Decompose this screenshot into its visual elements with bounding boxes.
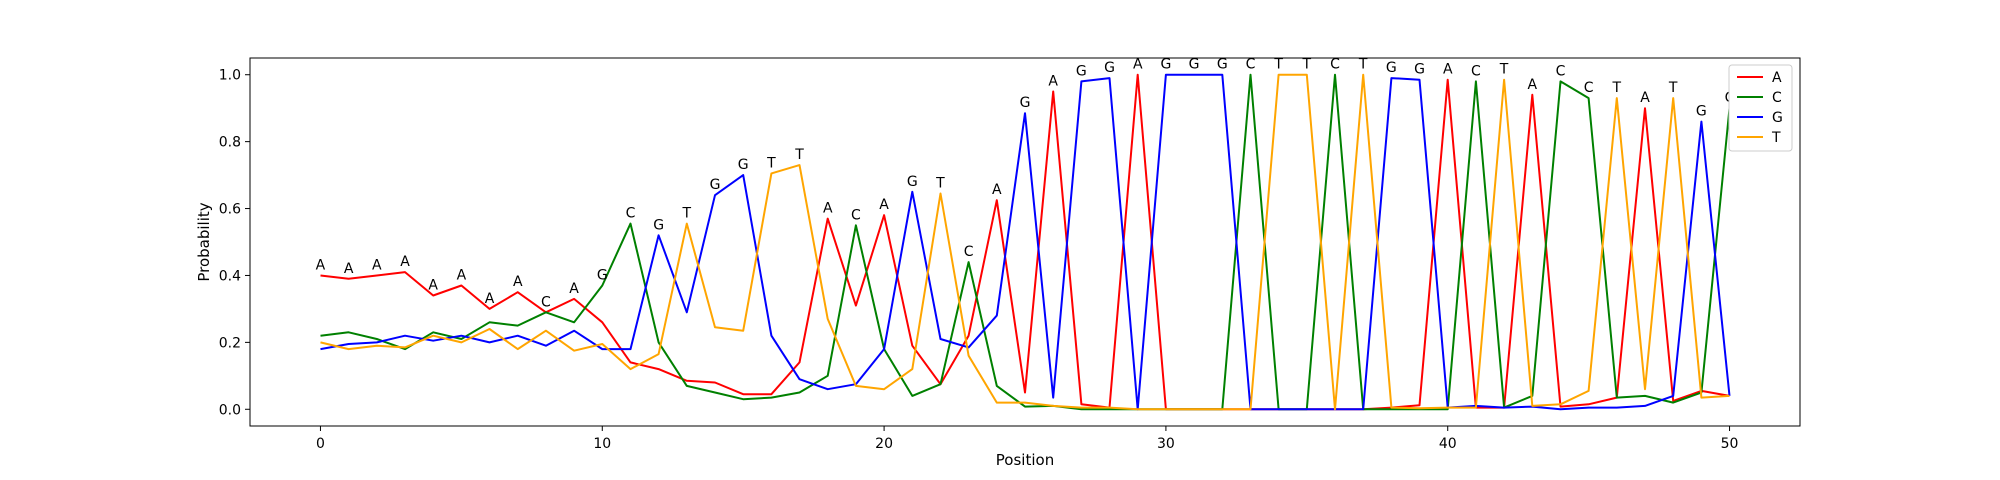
point-label: G [1217, 57, 1228, 73]
y-tick-label: 0.0 [219, 402, 241, 418]
point-label: A [879, 197, 889, 213]
point-label: A [823, 201, 833, 217]
x-tick-label: 30 [1157, 436, 1175, 452]
point-label: T [1358, 57, 1368, 73]
y-tick-label: 1.0 [219, 68, 241, 84]
point-label: G [653, 217, 664, 233]
point-label: A [1133, 57, 1143, 73]
point-label: G [1696, 104, 1707, 120]
point-label: A [513, 274, 523, 290]
series-line-G [320, 73, 1731, 411]
point-label: T [1612, 80, 1622, 96]
x-tick-label: 10 [593, 436, 611, 452]
x-tick-label: 50 [1721, 436, 1739, 452]
point-label: A [457, 267, 467, 283]
legend-label-G: G [1772, 110, 1783, 126]
point-label: A [1527, 77, 1537, 93]
point-label: A [316, 257, 326, 273]
point-label: A [992, 182, 1002, 198]
point-label: C [1246, 57, 1256, 73]
point-label: G [597, 267, 608, 283]
point-label: T [682, 206, 692, 222]
point-label: A [1640, 90, 1650, 106]
point-label: A [485, 291, 495, 307]
point-label: C [964, 244, 974, 260]
plot-frame [249, 57, 1801, 427]
x-tick-label: 20 [875, 436, 893, 452]
point-label: G [1189, 57, 1200, 73]
point-label: A [569, 281, 579, 297]
point-label: T [766, 155, 776, 171]
y-axis: 0.0 0.2 0.4 0.6 0.8 1.0 [219, 68, 250, 418]
point-label: G [710, 177, 721, 193]
point-label: T [935, 175, 945, 191]
point-label: C [1584, 80, 1594, 96]
y-tick-label: 0.8 [219, 135, 241, 151]
legend-label-T: T [1771, 130, 1781, 146]
point-label: C [1330, 57, 1340, 73]
legend-box [1728, 64, 1793, 152]
point-label: G [1020, 95, 1031, 111]
y-tick-label: 0.6 [219, 202, 241, 218]
point-label: C [1556, 63, 1566, 79]
point-label: G [1414, 62, 1425, 78]
point-label: G [1076, 63, 1087, 79]
legend-label-C: C [1772, 90, 1782, 106]
point-label: T [1302, 57, 1312, 73]
point-label: A [1443, 62, 1453, 78]
point-label: T [1273, 57, 1283, 73]
point-label: T [794, 147, 804, 163]
point-label: C [851, 207, 861, 223]
point-label: C [1471, 63, 1481, 79]
point-label: A [428, 278, 438, 294]
x-axis: 0 10 20 30 40 50 [316, 426, 1738, 452]
point-label: G [738, 157, 749, 173]
series-line-C [320, 73, 1731, 411]
x-axis-label: Position [996, 451, 1054, 469]
point-label: T [1668, 80, 1678, 96]
point-label: C [626, 206, 636, 222]
y-tick-label: 0.2 [219, 335, 241, 351]
point-label: G [1160, 57, 1171, 73]
point-label: A [400, 254, 410, 270]
point-label: A [372, 257, 382, 273]
point-label: G [1386, 60, 1397, 76]
point-label: T [1499, 62, 1509, 78]
y-tick-label: 0.4 [219, 268, 241, 284]
point-label: G [907, 174, 918, 190]
series-line-T [320, 73, 1730, 411]
point-labels: A A A A A A A A C A G C G T G G T T A C A G T C A G A G G A G G G C T T C T G G… [316, 57, 1735, 311]
x-tick-label: 40 [1439, 436, 1457, 452]
point-label: A [1048, 73, 1058, 89]
point-label: A [344, 261, 354, 277]
legend-label-A: A [1772, 70, 1782, 86]
series-lines [320, 73, 1731, 411]
point-label: C [541, 294, 551, 310]
y-axis-label: Probability [195, 202, 213, 281]
point-label: G [1104, 60, 1115, 76]
x-tick-label: 0 [316, 436, 325, 452]
